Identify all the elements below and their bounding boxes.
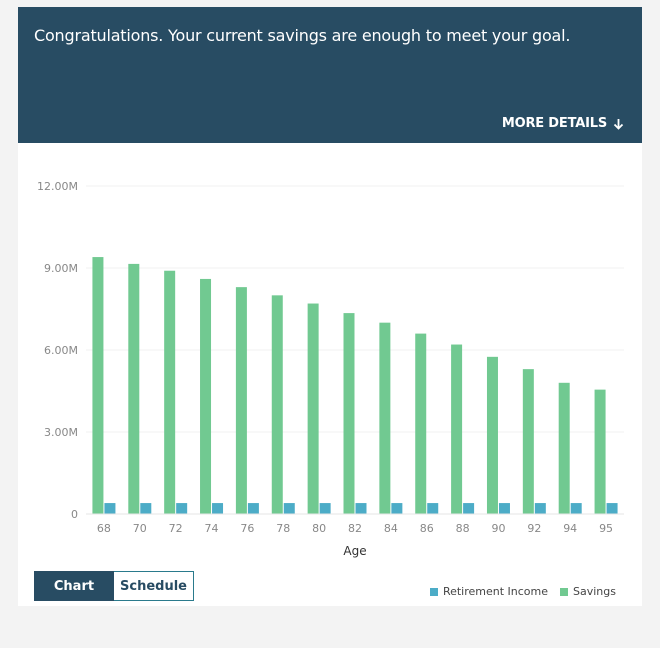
legend-item-retirement-income: Retirement Income xyxy=(429,585,549,598)
savings-bar xyxy=(164,270,176,514)
savings-bar xyxy=(379,322,391,514)
savings-bar xyxy=(235,287,247,514)
x-tick-label: 72 xyxy=(169,522,183,535)
tab-chart[interactable]: Chart xyxy=(34,571,114,601)
retirement-income-bar xyxy=(355,503,367,514)
y-tick-label: 0 xyxy=(71,508,78,521)
x-tick-label: 82 xyxy=(348,522,362,535)
retirement-income-bar xyxy=(104,503,116,514)
y-tick-label: 9.00M xyxy=(44,262,78,275)
more-details-button[interactable]: MORE DETAILS xyxy=(502,116,624,131)
savings-bar xyxy=(415,333,427,514)
x-tick-label: 78 xyxy=(276,522,290,535)
retirement-income-bar xyxy=(427,503,439,514)
retirement-income-bar xyxy=(140,503,152,514)
result-banner: Congratulations. Your current savings ar… xyxy=(18,7,642,143)
legend-item-savings: Savings xyxy=(560,585,616,598)
savings-bar xyxy=(343,313,355,514)
savings-bar xyxy=(128,263,140,514)
savings-bar xyxy=(522,369,534,514)
x-tick-label: 74 xyxy=(205,522,219,535)
y-tick-label: 12.00M xyxy=(37,180,78,193)
x-tick-label: 94 xyxy=(563,522,577,535)
retirement-income-bar xyxy=(498,503,510,514)
x-tick-label: 70 xyxy=(133,522,147,535)
savings-bar xyxy=(200,278,212,514)
legend-label: Retirement Income xyxy=(442,585,549,598)
retirement-card: Congratulations. Your current savings ar… xyxy=(18,7,642,606)
savings-bar xyxy=(451,344,463,514)
retirement-income-bar xyxy=(534,503,546,514)
savings-bar xyxy=(558,382,570,514)
view-tabs: Chart Schedule xyxy=(34,571,194,601)
retirement-income-bar xyxy=(247,503,259,514)
x-tick-label: 80 xyxy=(312,522,326,535)
x-tick-label: 76 xyxy=(240,522,254,535)
chart-legend: Retirement Income Savings xyxy=(429,585,616,598)
legend-swatch-savings xyxy=(560,587,569,596)
savings-bar xyxy=(307,303,319,514)
more-details-label: MORE DETAILS xyxy=(501,116,607,131)
legend-swatch-retirement-income xyxy=(429,587,438,596)
arrow-down-icon xyxy=(613,118,624,130)
x-tick-label: 92 xyxy=(527,522,541,535)
retirement-income-bar xyxy=(606,503,618,514)
x-tick-label: 90 xyxy=(491,522,505,535)
savings-bar xyxy=(271,295,283,514)
x-tick-label: 86 xyxy=(420,522,434,535)
x-tick-label: 68 xyxy=(97,522,111,535)
y-tick-label: 6.00M xyxy=(44,344,78,357)
retirement-income-bar xyxy=(176,503,188,514)
savings-bar xyxy=(594,389,606,514)
retirement-income-bar xyxy=(391,503,403,514)
x-tick-label: 88 xyxy=(456,522,470,535)
retirement-income-bar xyxy=(283,503,295,514)
bar-chart: 0 3.00M 6.00M 9.00M 12.00M 68 70 72 74 76 78 80 82 84… xyxy=(37,180,624,558)
x-axis-label: Age xyxy=(343,544,366,558)
banner-message: Congratulations. Your current savings ar… xyxy=(34,26,571,45)
retirement-income-bar xyxy=(212,503,224,514)
chart-area: 0 3.00M 6.00M 9.00M 12.00M 68 70 72 74 76 78 80 82 84… xyxy=(18,143,642,563)
retirement-income-bar xyxy=(570,503,582,514)
savings-bar xyxy=(92,257,104,514)
savings-bar xyxy=(486,356,498,514)
x-tick-label: 95 xyxy=(599,522,613,535)
tab-schedule[interactable]: Schedule xyxy=(114,571,194,601)
retirement-income-bar xyxy=(319,503,331,514)
y-tick-label: 3.00M xyxy=(44,426,78,439)
legend-label: Savings xyxy=(573,585,616,598)
x-tick-label: 84 xyxy=(384,522,398,535)
retirement-income-bar xyxy=(463,503,475,514)
